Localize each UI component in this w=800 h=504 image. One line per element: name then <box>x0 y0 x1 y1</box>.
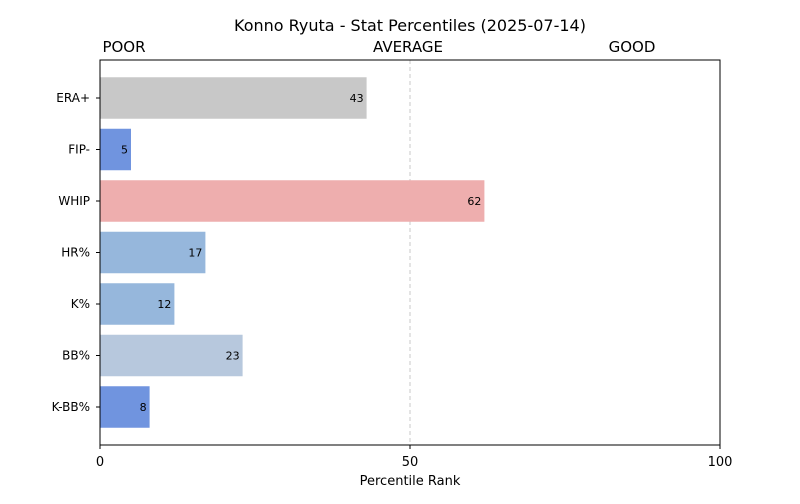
bar-value-label: 62 <box>467 195 481 208</box>
bar-value-label: 12 <box>157 298 171 311</box>
y-tick-label: FIP- <box>68 143 90 157</box>
x-axis-ticks: 0 50 100 <box>96 445 733 470</box>
y-tick-label: HR% <box>61 246 90 260</box>
y-tick-label: WHIP <box>58 194 90 208</box>
zone-label-average: AVERAGE <box>373 38 443 56</box>
x-tick-label: 100 <box>708 455 733 470</box>
y-tick-label: K% <box>71 297 90 311</box>
x-tick-label: 50 <box>402 455 419 470</box>
bar-k-bb- <box>100 386 150 428</box>
bar-value-label: 43 <box>350 92 364 105</box>
y-tick-label: ERA+ <box>56 91 90 105</box>
zone-label-poor: POOR <box>102 38 145 56</box>
bar-hr- <box>100 231 206 274</box>
y-tick-label: BB% <box>62 349 90 363</box>
bar-era- <box>100 77 367 119</box>
bar-value-label: 8 <box>140 401 147 414</box>
bar-fip- <box>100 128 131 171</box>
bar-k- <box>100 283 175 325</box>
y-tick-label: K-BB% <box>52 400 90 414</box>
bar-value-label: 17 <box>188 247 202 260</box>
bar-value-label: 5 <box>121 144 128 157</box>
bars <box>100 77 485 428</box>
y-axis-ticks: ERA+ FIP- WHIP HR% K% BB% K-BB% <box>52 91 100 414</box>
zone-labels: POOR AVERAGE GOOD <box>102 38 655 56</box>
bar-value-labels: 43 5 62 17 12 23 8 <box>121 92 481 414</box>
x-axis-label: Percentile Rank <box>360 474 461 489</box>
bar-value-label: 23 <box>226 350 240 363</box>
bar-whip <box>100 180 485 222</box>
bar-bb- <box>100 334 243 377</box>
plot-border <box>99 59 721 446</box>
x-tick-label: 0 <box>96 455 104 470</box>
chart-title: Konno Ryuta - Stat Percentiles (2025-07-… <box>234 16 586 35</box>
zone-label-good: GOOD <box>609 38 656 56</box>
